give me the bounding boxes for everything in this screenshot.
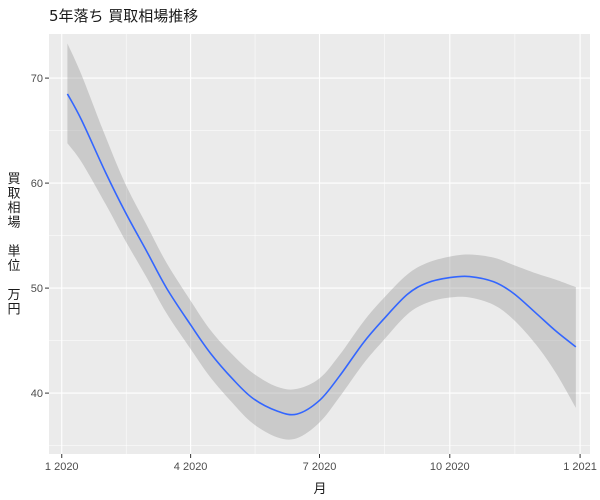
data-point — [492, 281, 494, 283]
data-point — [555, 330, 557, 332]
x-tick-label: 1 2020 — [45, 461, 79, 473]
x-tick-label: 7 2020 — [303, 461, 337, 473]
y-tick-label: 50 — [31, 283, 43, 295]
grid-major — [49, 34, 590, 454]
y-tick-label: 70 — [31, 73, 43, 85]
x-tick-label: 1 2021 — [563, 461, 597, 473]
data-point — [535, 312, 537, 314]
data-point — [426, 282, 428, 284]
data-point — [146, 250, 148, 252]
data-point — [449, 276, 451, 278]
data-point — [468, 275, 470, 277]
y-tick-label: 60 — [31, 178, 43, 190]
x-axis-title: 月 — [313, 482, 326, 497]
data-point — [338, 375, 340, 377]
data-point — [209, 352, 211, 354]
data-point — [512, 292, 514, 294]
data-point — [296, 413, 298, 415]
data-point — [406, 293, 408, 295]
x-axis: 1 2020 4 2020 7 2020 10 2020 1 2021 — [45, 454, 597, 473]
data-point — [276, 410, 278, 412]
data-point — [66, 93, 68, 95]
data-point — [252, 397, 254, 399]
data-point — [382, 318, 384, 320]
series-line — [66, 93, 577, 416]
y-axis-title: 買取相場 単位 万円 — [7, 172, 20, 317]
data-point — [575, 346, 577, 348]
data-point — [318, 399, 320, 401]
data-point — [165, 287, 167, 289]
x-tick-label: 4 2020 — [174, 461, 208, 473]
x-tick-label: 10 2020 — [430, 461, 470, 473]
chart-title: 5年落ち 買取相場推移 — [49, 7, 198, 25]
data-point — [189, 324, 191, 326]
confidence-band — [67, 43, 576, 440]
data-point — [104, 171, 106, 173]
data-point — [124, 211, 126, 213]
y-tick-label: 40 — [31, 388, 43, 400]
data-point — [80, 119, 82, 121]
data-point — [232, 378, 234, 380]
y-axis: 40 50 60 70 — [31, 73, 49, 400]
data-point — [362, 342, 364, 344]
